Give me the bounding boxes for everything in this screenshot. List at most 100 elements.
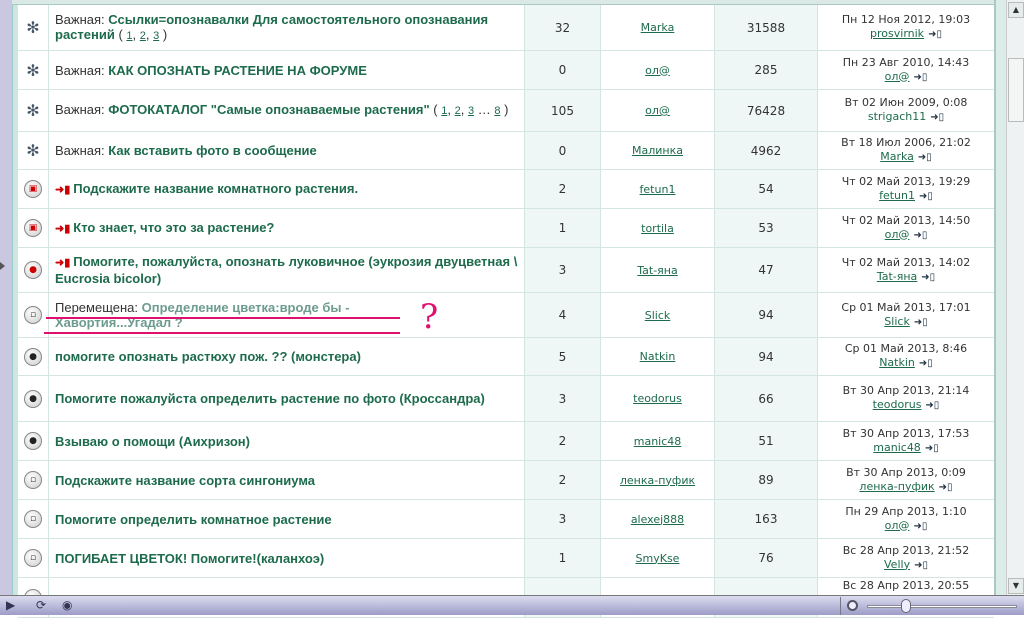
topic-title-cell: ➜▮ Подскажите название комнатного растени…: [49, 170, 525, 208]
viewer-toolbar: ▶ ⟳ ◉: [0, 595, 1024, 615]
last-post-user[interactable]: Velly: [884, 557, 911, 571]
topic-author-link[interactable]: ол@: [601, 90, 715, 131]
topic-title-cell: помогите опознать растюху пож. ?? (монст…: [49, 338, 525, 375]
replies-count: 32: [525, 5, 601, 50]
topic-icon: ▫: [24, 510, 42, 528]
last-post-by: strigach11 ➜▯: [868, 110, 944, 125]
page-link[interactable]: 8: [494, 105, 501, 117]
goto-last-post-icon[interactable]: ➜▯: [913, 520, 928, 532]
table-row: ✻ Важная: ФОТОКАТАЛОГ "Самые опознаваемые…: [18, 90, 994, 132]
zoom-slider-thumb[interactable]: [901, 599, 911, 613]
zoom-icon[interactable]: [847, 600, 858, 611]
globe-icon[interactable]: ◉: [62, 598, 73, 612]
topic-link[interactable]: Подскажите название сорта сингониума: [55, 472, 315, 488]
topic-author-link[interactable]: Малинка: [601, 132, 715, 169]
page-link[interactable]: 1: [441, 105, 448, 117]
topic-author-link[interactable]: Marka: [601, 5, 715, 50]
hot-topic-icon: ▣: [24, 219, 42, 237]
views-count: 163: [715, 500, 818, 538]
topic-author-link[interactable]: Slick: [601, 293, 715, 337]
topic-title-cell: Помогите определить комнатное растение: [49, 500, 525, 538]
last-post-user[interactable]: Slick: [884, 314, 910, 328]
new-post-icon[interactable]: ➜▮: [55, 222, 71, 235]
page-link[interactable]: 3: [153, 29, 160, 42]
goto-last-post-icon[interactable]: ➜▯: [924, 442, 939, 454]
topic-author-link[interactable]: ленка-пуфик: [601, 461, 715, 499]
topic-link[interactable]: Как вставить фото в сообщение: [108, 143, 317, 158]
views-count: 4962: [715, 132, 818, 169]
last-post-user[interactable]: Marka: [880, 150, 914, 163]
page-link[interactable]: 2: [454, 105, 461, 117]
goto-last-post-icon[interactable]: ➜▯: [917, 152, 932, 163]
goto-last-post-icon[interactable]: ➜▯: [913, 71, 928, 83]
topic-author-link[interactable]: Tat-яна: [601, 248, 715, 292]
new-post-icon[interactable]: ➜▮: [55, 183, 71, 196]
play-icon[interactable]: ▶: [6, 598, 16, 612]
topic-link[interactable]: Помогите пожалуйста определить растение …: [55, 391, 485, 406]
goto-last-post-icon[interactable]: ➜▯: [913, 316, 928, 328]
refresh-icon[interactable]: ⟳: [36, 598, 47, 612]
last-post-user[interactable]: fetun1: [879, 188, 915, 202]
topic-link[interactable]: Кто знает, что это за растение?: [73, 219, 275, 235]
scroll-thumb[interactable]: [1008, 58, 1024, 122]
last-post-user[interactable]: ол@: [884, 518, 910, 532]
replies-count: 0: [525, 51, 601, 89]
topic-author-link[interactable]: manic48: [601, 422, 715, 460]
locked-topic-icon: ●: [24, 432, 42, 450]
goto-last-post-icon[interactable]: ➜▯: [919, 190, 933, 202]
page-link[interactable]: 1: [126, 29, 133, 42]
topic-author-link[interactable]: tortila: [601, 209, 715, 247]
last-post-user[interactable]: strigach11: [867, 110, 927, 123]
topic-link[interactable]: Помогите определить комнатное растение: [55, 511, 332, 527]
new-post-icon[interactable]: ➜▮: [55, 257, 71, 269]
topic-link[interactable]: Взываю о помощи (Аихризон): [55, 433, 250, 449]
topic-author-link[interactable]: teodorus: [601, 376, 715, 421]
topic-icon-cell: ✻: [18, 90, 49, 131]
scroll-up-button[interactable]: ▲: [1008, 2, 1024, 18]
topic-link[interactable]: Ссылки=опознавалки Для самостоятельного …: [55, 11, 489, 42]
topic-title-wrap: ПОГИБАЕТ ЦВЕТОК! Помогите!(каланхоэ): [55, 551, 324, 566]
zoom-slider-track[interactable]: [867, 605, 1017, 608]
scroll-down-button[interactable]: ▼: [1008, 578, 1024, 594]
topic-author-link[interactable]: SmyKse: [601, 539, 715, 577]
page-link[interactable]: 3: [467, 105, 475, 117]
last-post-user[interactable]: ол@: [884, 227, 910, 241]
goto-last-post-icon[interactable]: ➜▯: [928, 29, 942, 40]
page-link[interactable]: 2: [139, 29, 146, 42]
sticky-icon: ✻: [26, 60, 40, 80]
last-post-user[interactable]: ленка-пуфик: [859, 479, 935, 493]
topic-author-link[interactable]: fetun1: [601, 170, 715, 208]
last-post-user[interactable]: prosvirnik: [870, 27, 925, 40]
table-row: ● помогите опознать растюху пож. ?? (монс…: [18, 338, 994, 376]
topic-link[interactable]: Помогите, пожалуйста, опознать луковично…: [55, 254, 518, 286]
last-post-by: ол@ ➜▯: [885, 519, 928, 534]
goto-last-post-icon[interactable]: ➜▯: [921, 271, 936, 283]
replies-count: 1: [525, 209, 601, 247]
goto-last-post-icon[interactable]: ➜▯: [913, 229, 928, 241]
topic-icon-cell: ▫: [18, 461, 49, 499]
last-post-date: Чт 02 Май 2013, 14:50: [841, 213, 971, 227]
topic-author-link[interactable]: Natkin: [601, 338, 715, 375]
goto-last-post-icon[interactable]: ➜▯: [938, 481, 953, 493]
topic-link[interactable]: ФОТОКАТАЛОГ "Самые опознаваемые растения…: [108, 102, 430, 117]
topic-link[interactable]: ПОГИБАЕТ ЦВЕТОК! Помогите!(каланхоэ): [55, 550, 325, 566]
last-post-date: Ср 01 Май 2013, 8:46: [844, 342, 968, 355]
topic-link[interactable]: помогите опознать растюху пож. ?? (монст…: [55, 349, 361, 364]
goto-last-post-icon[interactable]: ➜▯: [930, 112, 945, 123]
goto-last-post-icon[interactable]: ➜▯: [914, 559, 928, 571]
topic-link[interactable]: Подскажите название комнатного растения.: [73, 180, 359, 196]
goto-last-post-icon[interactable]: ➜▯: [918, 358, 933, 369]
last-post-user[interactable]: Tat-яна: [876, 269, 918, 283]
last-post-user[interactable]: ол@: [884, 69, 910, 83]
vertical-scrollbar[interactable]: ▲ ▼: [1006, 0, 1024, 595]
last-post-user[interactable]: teodorus: [872, 398, 922, 411]
goto-last-post-icon[interactable]: ➜▯: [925, 400, 940, 411]
topic-title-wrap: помогите опознать растюху пож. ?? (монст…: [55, 349, 361, 364]
topic-author-link[interactable]: alexej888: [601, 500, 715, 538]
views-count: 51: [715, 422, 818, 460]
last-post-user[interactable]: manic48: [873, 440, 921, 454]
last-post-user[interactable]: Natkin: [879, 356, 915, 369]
topic-title-wrap: Помогите определить комнатное растение: [55, 512, 332, 527]
topic-author-link[interactable]: ол@: [601, 51, 715, 89]
topic-link[interactable]: КАК ОПОЗНАТЬ РАСТЕНИЕ НА ФОРУМЕ: [108, 62, 367, 78]
